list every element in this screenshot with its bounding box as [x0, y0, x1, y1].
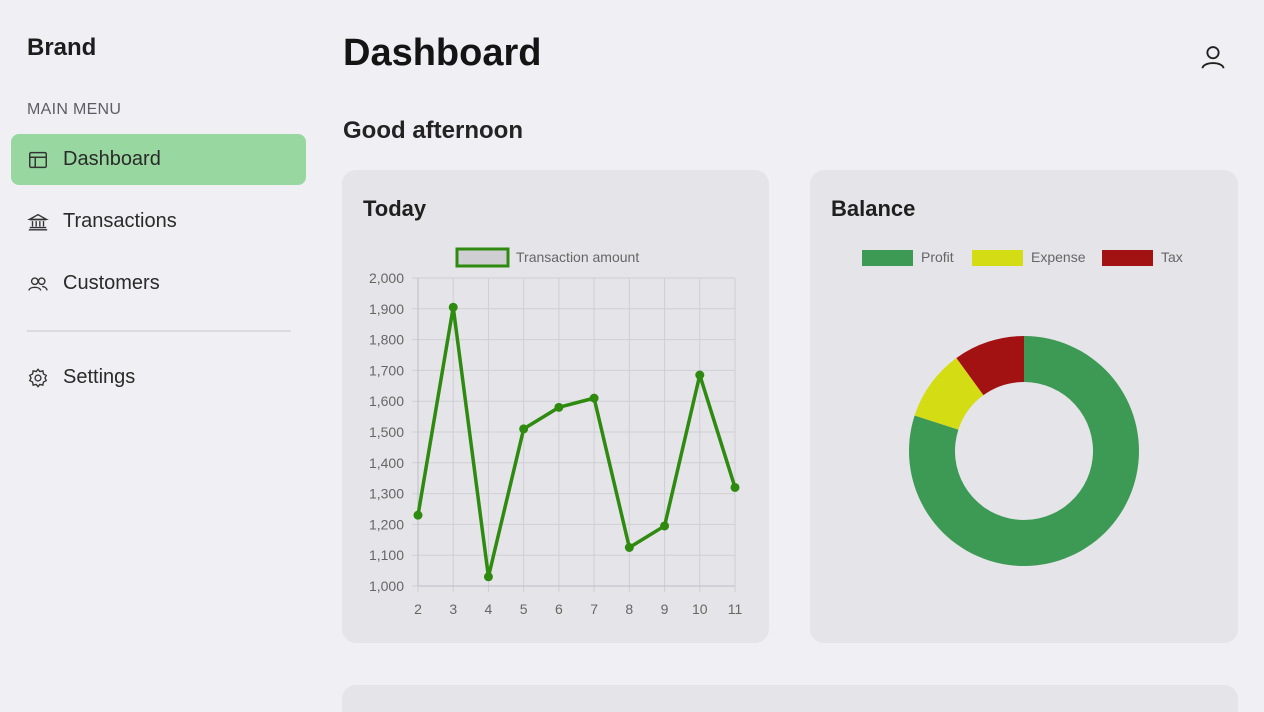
- y-tick-label: 1,700: [369, 362, 404, 378]
- data-point: [624, 543, 634, 552]
- x-tick-label: 5: [520, 601, 528, 617]
- sidebar-item-label: Settings: [63, 366, 136, 388]
- sidebar-item-label: Customers: [63, 272, 160, 294]
- sidebar-item-label: Transactions: [63, 210, 177, 232]
- legend-swatch-tax: [1102, 250, 1153, 266]
- bank-icon: [27, 211, 49, 233]
- legend-swatch-expense: [972, 250, 1023, 266]
- x-tick-label: 7: [590, 601, 598, 617]
- page-title: Dashboard: [343, 32, 542, 74]
- series-line-transaction-amount: [416, 305, 737, 579]
- y-tick-label: 2,000: [369, 270, 404, 286]
- x-tick-label: 4: [485, 601, 493, 617]
- data-point: [660, 521, 670, 531]
- x-tick-label: 9: [661, 601, 669, 617]
- card-title: Balance: [831, 196, 916, 221]
- sidebar: Brand MAIN MENU Dashboard Transa: [0, 0, 318, 712]
- sidebar-item-dashboard[interactable]: Dashboard: [11, 134, 306, 185]
- data-point: [695, 370, 705, 380]
- user-account-button[interactable]: [1196, 40, 1230, 74]
- x-tick-label: 11: [728, 601, 743, 617]
- data-point: [483, 572, 493, 582]
- data-point: [589, 393, 599, 403]
- donut-slice-expense: [914, 357, 984, 430]
- x-tick-label: 8: [625, 601, 633, 617]
- sidebar-item-settings[interactable]: Settings: [11, 352, 306, 403]
- y-tick-label: 1,000: [369, 578, 404, 594]
- line-chart: Transaction amount 1,000 1,100 1,200 1,300 1,…: [369, 247, 743, 617]
- legend-label-profit: Profit: [921, 249, 954, 265]
- users-icon: [27, 273, 49, 295]
- user-icon: [1198, 42, 1228, 72]
- x-tick-label: 10: [692, 601, 708, 617]
- donut-slice-profit: [909, 336, 1139, 566]
- data-point: [730, 482, 740, 492]
- donut-slice-tax: [956, 336, 1024, 396]
- y-tick-label: 1,200: [369, 516, 404, 532]
- y-tick-label: 1,500: [369, 424, 404, 440]
- legend-label-tax: Tax: [1161, 249, 1183, 265]
- data-point: [554, 402, 564, 412]
- data-point: [448, 302, 458, 312]
- x-tick-label: 6: [555, 601, 563, 617]
- y-tick-label: 1,900: [369, 301, 404, 317]
- bottom-card: [342, 685, 1238, 712]
- y-tick-label: 1,400: [369, 455, 404, 471]
- balance-card: Balance Profit Expense Tax: [810, 170, 1238, 643]
- y-tick-label: 1,100: [369, 547, 404, 563]
- layout-icon: [27, 149, 49, 171]
- brand-logo[interactable]: Brand: [27, 34, 97, 61]
- sidebar-item-customers[interactable]: Customers: [11, 258, 306, 309]
- sidebar-item-transactions[interactable]: Transactions: [11, 196, 306, 247]
- sidebar-item-label: Dashboard: [63, 148, 161, 170]
- today-card: Today Transaction amount 1,000 1,100 1,200 1…: [342, 170, 769, 643]
- legend-swatch-profit: [862, 250, 913, 266]
- y-tick-label: 1,300: [369, 486, 404, 502]
- donut-chart: Profit Expense Tax: [862, 249, 1183, 566]
- data-point: [519, 424, 529, 434]
- y-tick-label: 1,600: [369, 393, 404, 409]
- gear-icon: [27, 367, 49, 389]
- x-tick-label: 2: [414, 601, 422, 617]
- main-menu-heading: MAIN MENU: [27, 101, 122, 118]
- greeting: Good afternoon: [343, 117, 523, 144]
- legend-swatch-transaction-amount: [455, 247, 510, 268]
- legend-label-transaction-amount: Transaction amount: [516, 249, 639, 265]
- y-tick-label: 1,800: [369, 332, 404, 348]
- sidebar-divider: [27, 330, 291, 332]
- data-point: [413, 510, 423, 520]
- legend-label-expense: Expense: [1031, 249, 1086, 265]
- card-title: Today: [363, 196, 427, 221]
- x-tick-label: 3: [449, 601, 457, 617]
